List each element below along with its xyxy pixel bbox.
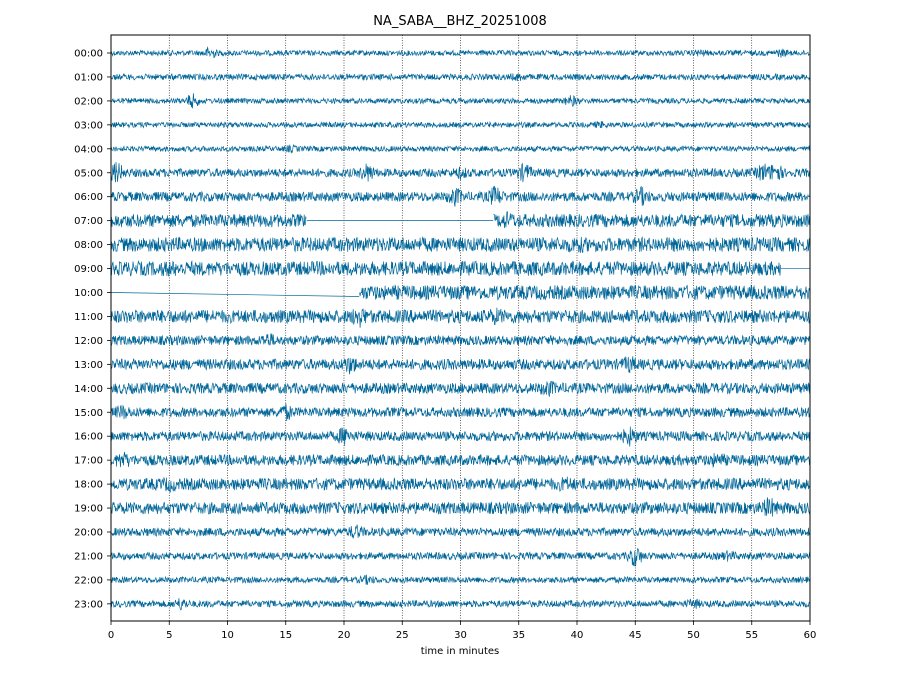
x-tick-label: 40 bbox=[571, 630, 584, 641]
y-tick-label: 03:00 bbox=[74, 120, 103, 131]
y-tick-label: 16:00 bbox=[74, 432, 103, 443]
y-tick-label: 07:00 bbox=[74, 216, 103, 227]
y-tick-label: 05:00 bbox=[74, 168, 103, 179]
trace-0200 bbox=[110, 93, 811, 109]
x-tick-label: 60 bbox=[804, 630, 817, 641]
chart-title: NA_SABA__BHZ_20251008 bbox=[373, 14, 547, 29]
x-tick-label: 55 bbox=[745, 630, 758, 641]
x-tick-label: 45 bbox=[629, 630, 642, 641]
x-tick-label: 0 bbox=[108, 630, 114, 641]
y-tick-label: 10:00 bbox=[74, 288, 103, 299]
y-tick-label: 23:00 bbox=[74, 599, 103, 610]
y-tick-label: 12:00 bbox=[74, 336, 103, 347]
trace-1600 bbox=[110, 426, 811, 447]
x-axis-label: time in minutes bbox=[421, 646, 500, 657]
trace-0900 bbox=[110, 260, 781, 277]
trace-2000 bbox=[110, 524, 811, 539]
y-tick-label: 22:00 bbox=[74, 575, 103, 586]
x-tick-label: 20 bbox=[338, 630, 351, 641]
trace-0600 bbox=[110, 185, 811, 207]
y-axis: 00:00 01:00 02:00 03:00 04:00 05:00 06:00 07:00… bbox=[74, 49, 111, 610]
trace-0000 bbox=[110, 46, 811, 59]
trace-1900 bbox=[110, 497, 811, 517]
trace-2100 bbox=[110, 547, 811, 567]
y-tick-label: 11:00 bbox=[74, 312, 103, 323]
y-tick-label: 08:00 bbox=[74, 240, 103, 251]
x-axis: 0 5 10 15 20 25 30 35 40 45 50 55 60 bbox=[108, 621, 817, 641]
trace-group bbox=[110, 46, 811, 611]
y-tick-label: 18:00 bbox=[74, 480, 103, 491]
trace-1700 bbox=[110, 451, 811, 469]
trace-1100 bbox=[110, 307, 811, 328]
y-tick-label: 09:00 bbox=[74, 264, 103, 275]
trace-0400 bbox=[110, 143, 811, 154]
trace-0800 bbox=[110, 236, 811, 253]
x-tick-label: 25 bbox=[396, 630, 409, 641]
trace-0500 bbox=[110, 161, 811, 183]
y-tick-label: 14:00 bbox=[74, 384, 103, 395]
x-tick-label: 35 bbox=[512, 630, 525, 641]
trace-0300 bbox=[110, 120, 811, 129]
y-tick-label: 20:00 bbox=[74, 528, 103, 539]
trace-2200 bbox=[110, 574, 811, 586]
trace-1500 bbox=[110, 403, 811, 422]
y-tick-label: 19:00 bbox=[74, 504, 103, 515]
y-tick-label: 15:00 bbox=[74, 408, 103, 419]
y-tick-label: 17:00 bbox=[74, 456, 103, 467]
trace-1200 bbox=[110, 333, 811, 347]
trace-1300 bbox=[110, 356, 811, 375]
trace-1800 bbox=[110, 476, 811, 493]
y-tick-label: 21:00 bbox=[74, 551, 103, 562]
y-tick-label: 04:00 bbox=[74, 144, 103, 155]
trace-1000 bbox=[359, 284, 811, 301]
y-tick-label: 00:00 bbox=[74, 49, 103, 60]
x-tick-label: 50 bbox=[687, 630, 700, 641]
trace-1400 bbox=[110, 380, 811, 397]
x-tick-label: 5 bbox=[166, 630, 172, 641]
grid-lines bbox=[168, 35, 753, 621]
trace-0700 bbox=[110, 211, 811, 229]
y-tick-label: 02:00 bbox=[74, 96, 103, 107]
y-tick-label: 13:00 bbox=[74, 360, 103, 371]
y-tick-label: 01:00 bbox=[74, 72, 103, 83]
x-tick-label: 15 bbox=[279, 630, 292, 641]
x-tick-label: 10 bbox=[221, 630, 234, 641]
y-tick-label: 06:00 bbox=[74, 192, 103, 203]
trace-0100 bbox=[110, 72, 811, 82]
trace-2300 bbox=[110, 598, 811, 611]
x-tick-label: 30 bbox=[454, 630, 467, 641]
gap-line bbox=[110, 292, 360, 297]
